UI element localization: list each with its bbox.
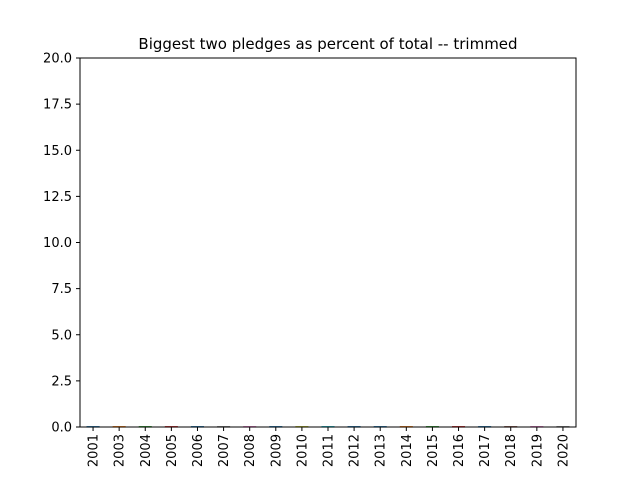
x-tick-label: 2008 xyxy=(243,434,258,467)
y-tick-label: 0.0 xyxy=(51,421,72,436)
x-axis: 2001 2003 2004 2005 2006 2007 2008 2009 2010 2011… xyxy=(87,427,571,467)
x-tick-label: 2001 xyxy=(87,434,102,467)
x-tick-label: 2017 xyxy=(478,434,493,467)
x-tick-label: 2013 xyxy=(374,434,389,467)
x-tick-label: 2010 xyxy=(295,434,310,467)
x-tick-label: 2011 xyxy=(322,434,337,467)
plot-area xyxy=(80,58,576,427)
x-tick-label: 2006 xyxy=(191,434,206,467)
x-tick-label: 2019 xyxy=(530,434,545,467)
x-tick-label: 2018 xyxy=(504,434,519,467)
x-tick-label: 2009 xyxy=(269,434,284,467)
y-tick-label: 20.0 xyxy=(43,52,72,67)
y-axis: 0.0 2.5 5.0 7.5 10.0 12.5 15.0 17.5 20.0 xyxy=(43,52,80,436)
y-tick-label: 2.5 xyxy=(51,374,72,389)
x-tick-label: 2005 xyxy=(165,434,180,467)
x-tick-label: 2007 xyxy=(217,434,232,467)
x-tick-label: 2003 xyxy=(113,434,128,467)
y-tick-label: 10.0 xyxy=(43,236,72,251)
y-tick-label: 17.5 xyxy=(43,98,72,113)
x-tick-label: 2014 xyxy=(400,434,415,467)
y-tick-label: 15.0 xyxy=(43,144,72,159)
y-tick-label: 5.0 xyxy=(51,328,72,343)
x-tick-label: 2015 xyxy=(426,434,441,467)
chart-title: Biggest two pledges as percent of total … xyxy=(138,35,517,53)
x-tick-label: 2004 xyxy=(139,434,154,467)
x-tick-label: 2012 xyxy=(348,434,363,467)
plot-frame xyxy=(79,57,577,428)
y-tick-label: 12.5 xyxy=(43,190,72,205)
x-tick-label: 2016 xyxy=(452,434,467,467)
x-tick-label: 2020 xyxy=(556,434,571,467)
y-tick-label: 7.5 xyxy=(51,282,72,297)
